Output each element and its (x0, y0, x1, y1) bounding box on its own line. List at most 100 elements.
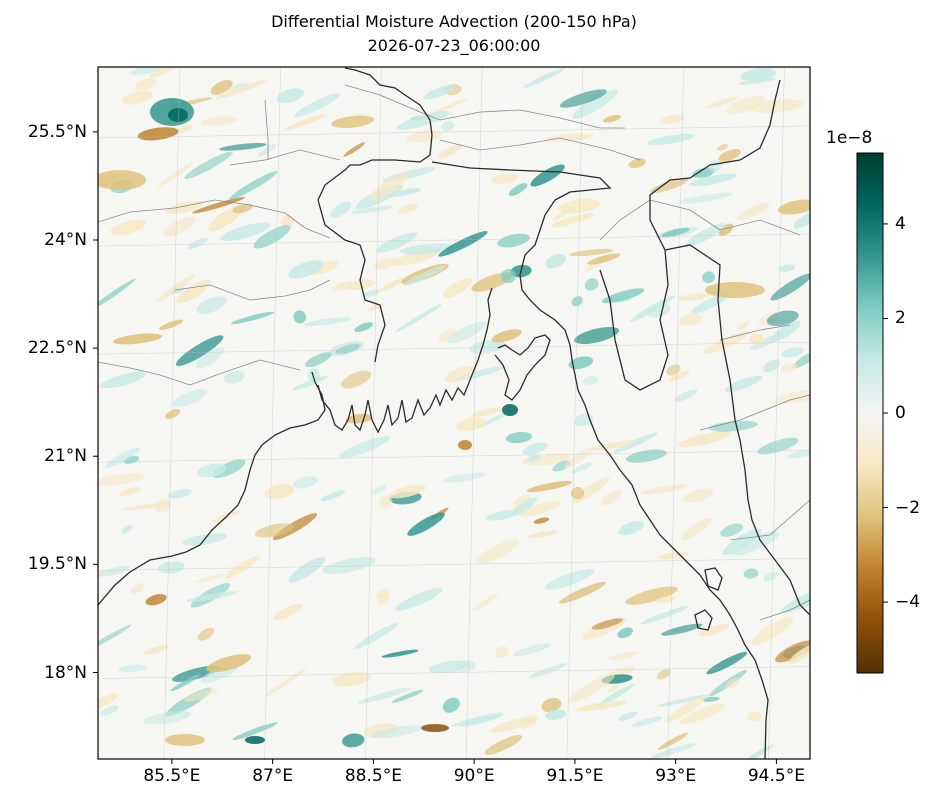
field-streak (606, 683, 621, 694)
field-streak (571, 296, 583, 307)
field-streak (163, 216, 196, 237)
field-streak (119, 486, 142, 496)
field-streak (304, 352, 332, 368)
field-streak (100, 705, 119, 716)
field-streak (793, 350, 810, 369)
field-streak (215, 79, 268, 99)
field-streak (770, 273, 810, 301)
lon-tick-label: 91.5°E (546, 766, 604, 786)
field-streak (130, 67, 174, 76)
field-streak (751, 99, 805, 114)
field-streak (342, 733, 365, 748)
field-streak (674, 389, 698, 402)
field-streak (373, 257, 400, 270)
lon-tick-marks (171, 759, 777, 764)
field-streak (113, 333, 162, 345)
field-streak (357, 687, 412, 704)
field-streak (596, 683, 635, 707)
field-streak (187, 238, 208, 249)
field-streak (292, 476, 318, 489)
field-streak (618, 521, 645, 536)
field-streak (778, 264, 795, 272)
field-streak (338, 436, 391, 459)
field-streak (391, 689, 424, 703)
field-streak (363, 289, 379, 298)
field-streak (650, 743, 696, 759)
field-streak (500, 269, 517, 284)
field-streak (706, 651, 748, 675)
lon-gridline (163, 67, 181, 759)
field-streak (781, 589, 810, 613)
field-streak (444, 365, 476, 383)
field-streak (650, 177, 689, 194)
field-streak (724, 375, 763, 392)
field-streak (617, 627, 633, 639)
field-streak (397, 203, 419, 214)
field-streak (625, 586, 678, 605)
field-streak (206, 654, 252, 673)
lat-tick-label: 24°N (44, 230, 87, 250)
field-streak (698, 623, 730, 637)
field-blob (168, 108, 188, 122)
lat-tick-label: 18°N (44, 662, 87, 683)
field-blob (98, 170, 146, 190)
field-streak (341, 370, 371, 389)
field-streak (568, 356, 594, 370)
field-streak (343, 142, 366, 157)
field-streak (176, 279, 211, 304)
field-streak (677, 192, 733, 204)
myanmar-border (599, 79, 810, 616)
field-streak (682, 488, 714, 503)
lat-tick-label: 25.5°N (27, 121, 87, 142)
field-streak (442, 697, 460, 713)
lat-gridline (98, 125, 810, 139)
field-streak (545, 254, 567, 269)
field-streak (552, 206, 575, 221)
field-streak (660, 114, 685, 124)
field-streak (175, 335, 224, 366)
lon-tick-label: 90°E (453, 766, 495, 786)
field-streak (757, 437, 799, 455)
field-streak (608, 651, 639, 661)
field-streak (781, 347, 804, 358)
field-streak (371, 485, 387, 495)
field-streak (678, 313, 703, 326)
admin-borders (98, 84, 810, 621)
lat-gridline (98, 233, 810, 247)
field-streak (438, 231, 488, 257)
field-streak (197, 627, 215, 641)
field-streak (685, 223, 726, 247)
field-streak (224, 555, 260, 579)
field-streak (658, 552, 690, 560)
field-streak (433, 98, 469, 114)
lat-tick-label: 22.5°N (27, 338, 87, 359)
field-streak (574, 326, 620, 345)
field-streak (335, 343, 360, 355)
state-border-west (98, 99, 341, 386)
field-streak (724, 677, 740, 690)
field-streak (459, 712, 504, 727)
field-streak (743, 568, 759, 579)
field-streak (523, 68, 565, 88)
field-streak (513, 643, 551, 657)
map-frame (97, 66, 811, 760)
field-streak (394, 587, 443, 612)
field-streak (708, 420, 758, 432)
field-streak (437, 143, 463, 159)
field-streak (134, 78, 157, 91)
field-streak (613, 432, 658, 453)
field-streak (276, 88, 305, 104)
field-blob (165, 734, 205, 746)
field-streak (379, 495, 393, 509)
field-streak (618, 711, 638, 722)
field-streak (376, 232, 418, 253)
field-streak (121, 502, 170, 511)
field-streak (441, 120, 455, 132)
field-streak (438, 328, 457, 342)
field-streak (544, 133, 593, 142)
field-streak (294, 93, 341, 117)
field-streak (142, 711, 191, 725)
field-streak (567, 674, 615, 703)
field-streak (155, 274, 196, 303)
field-streak (201, 116, 238, 126)
